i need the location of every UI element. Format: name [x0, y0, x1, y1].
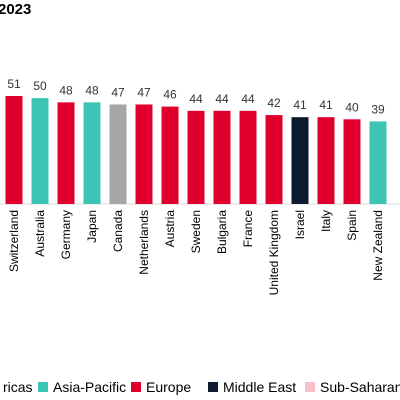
legend: ricas Asia-Pacific Europe Middle East Sub-Sa…	[0, 379, 400, 399]
value-label: 42	[267, 96, 281, 110]
legend-item-sub-saharan: Sub-Saharan	[305, 379, 400, 395]
legend-label: Sub-Saharan	[320, 379, 400, 395]
bar-sweden	[187, 110, 205, 204]
category-label: Italy	[319, 210, 333, 232]
category-label: Australia	[33, 210, 47, 257]
value-label: 47	[137, 85, 151, 99]
bar-united-kingdom	[265, 115, 283, 204]
legend-swatch	[208, 382, 218, 392]
bar-switzerland	[5, 96, 23, 204]
legend-label: Asia-Pacific	[53, 379, 127, 395]
value-label: 41	[293, 98, 307, 112]
category-label: Sweden	[189, 210, 203, 253]
value-label: 44	[215, 92, 229, 106]
value-label: 44	[189, 92, 203, 106]
legend-item-middle-east: Middle East	[208, 379, 296, 395]
value-label: 48	[59, 83, 73, 97]
bar-france	[239, 110, 257, 204]
category-label: France	[241, 210, 255, 248]
bar-israel	[291, 117, 309, 204]
bar-japan	[83, 102, 101, 204]
bar-new-zealand	[369, 121, 387, 204]
category-label: Bulgaria	[215, 210, 229, 254]
bar-italy	[317, 117, 335, 204]
category-label: Netherlands	[137, 210, 151, 275]
bar-germany	[57, 102, 75, 204]
category-label: Japan	[85, 210, 99, 243]
legend-item-europe: Europe	[131, 379, 191, 395]
bar-spain	[343, 119, 361, 204]
value-label: 39	[371, 102, 385, 116]
category-label: Spain	[345, 210, 359, 241]
bar-austria	[161, 106, 179, 204]
bar-australia	[31, 98, 49, 204]
bar-canada	[109, 104, 127, 204]
value-label: 51	[7, 77, 21, 91]
legend-label: ricas	[3, 379, 33, 395]
value-label: 50	[33, 79, 47, 93]
legend-swatch	[38, 382, 48, 392]
legend-label: Middle East	[223, 379, 297, 395]
value-label: 47	[111, 85, 125, 99]
value-label: 44	[241, 92, 255, 106]
value-label: 46	[163, 88, 177, 102]
category-label: Israel	[293, 210, 307, 239]
category-label: Germany	[59, 210, 73, 259]
category-label: United Kingdom	[267, 210, 281, 295]
legend-label: Europe	[146, 379, 192, 395]
category-label: Austria	[163, 210, 177, 248]
category-label: New Zealand	[371, 210, 385, 281]
value-label: 48	[85, 83, 99, 97]
legend-item-americas: ricas	[0, 379, 33, 395]
bar-netherlands	[135, 104, 153, 204]
legend-swatch	[305, 382, 315, 392]
bar-bulgaria	[213, 110, 231, 204]
category-label: Canada	[111, 210, 125, 252]
category-label: Switzerland	[7, 210, 21, 272]
legend-item-asia-pacific: Asia-Pacific	[38, 379, 126, 395]
value-label: 41	[319, 98, 333, 112]
legend-swatch	[131, 382, 141, 392]
value-label: 40	[345, 100, 359, 114]
chart-title: 2023	[0, 1, 32, 18]
